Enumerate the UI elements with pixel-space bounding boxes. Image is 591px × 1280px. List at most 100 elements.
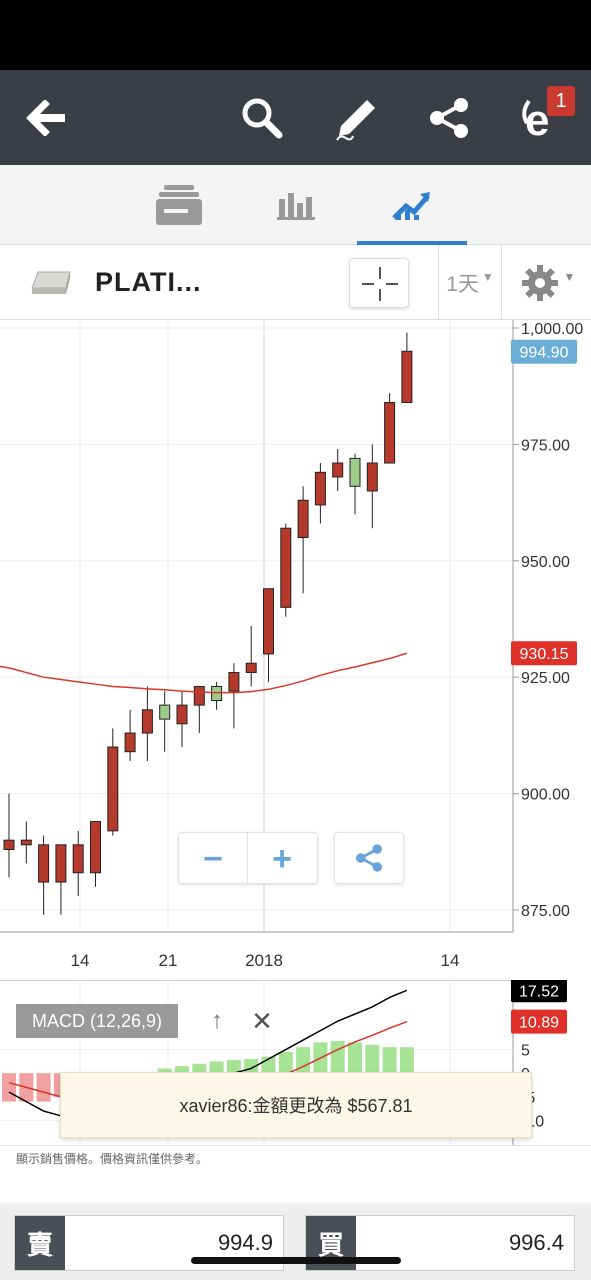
macd-histogram-bar (348, 1042, 362, 1074)
candle-body (228, 672, 240, 692)
candle-body (211, 686, 223, 701)
last-price-tag (511, 339, 577, 364)
candle-body (55, 844, 67, 883)
instrument-name: PLATI... (95, 267, 202, 297)
signal-value-tag (511, 1009, 567, 1034)
macd-move-up-button[interactable]: ↑ (211, 1007, 223, 1034)
candle-body (3, 839, 15, 850)
price-chart[interactable]: 1,000.00 975.00 950.00 925.00 900.00 875.00 14… (0, 320, 591, 980)
candle-body (38, 844, 50, 883)
y-tick-label: 875.00 (521, 903, 570, 920)
tab-stats[interactable] (241, 165, 351, 245)
macd-histogram-bar (209, 1061, 224, 1074)
sell-label: 賣 (15, 1216, 65, 1270)
share-icon[interactable] (419, 88, 479, 148)
zoom-controls: − + (178, 832, 318, 885)
instrument-bar: PLATI... 1天 ▼ ▼ (0, 245, 591, 320)
candle-body (349, 457, 361, 487)
platinum-bar-icon (31, 271, 71, 294)
candle-body (314, 471, 326, 506)
candle-body (90, 821, 101, 874)
y-tick-label: 925.00 (521, 670, 570, 687)
x-tick-label: 14 (441, 951, 460, 970)
search-icon[interactable] (232, 88, 292, 148)
macd-histogram-bar (382, 1047, 397, 1074)
moving-average-line (0, 652, 408, 694)
candle-body (297, 499, 309, 539)
last-price-label: 994.90 (520, 345, 569, 362)
macd-histogram-bar (278, 1051, 293, 1074)
top-toolbar: e (0, 70, 591, 165)
etoro-logo-icon[interactable]: e (512, 88, 572, 148)
candle-body (20, 839, 32, 846)
candle-body (401, 350, 413, 403)
tab-chart[interactable] (357, 165, 467, 245)
macd-histogram-bar (296, 1047, 311, 1074)
candle-body (124, 732, 136, 753)
disclaimer-text: 顯示銷售價格。價格資訊僅供參考。 (16, 1152, 209, 1166)
macd-value-label: 17.52 (519, 983, 559, 1000)
macd-histogram-bar (330, 1041, 345, 1074)
candle-body (366, 462, 378, 492)
candle-body (280, 527, 292, 608)
pencil-icon[interactable] (325, 88, 385, 148)
buy-price: 996.4 (508, 1230, 564, 1255)
disclaimer-bar: 顯示銷售價格。價格資訊僅供參考。 (0, 1145, 591, 1203)
tab-news-feed[interactable] (124, 165, 234, 245)
news-feed-icon (156, 185, 202, 225)
macd-histogram-bar (365, 1044, 380, 1074)
zoom-out-button[interactable]: − (203, 839, 223, 878)
macd-histogram-bar (192, 1063, 207, 1074)
macd-histogram-bar (36, 1073, 51, 1102)
macd-histogram-bar (2, 1073, 16, 1102)
macd-remove-button[interactable]: ✕ (251, 1006, 273, 1036)
macd-histogram-bar (226, 1059, 241, 1074)
sell-price: 994.9 (217, 1230, 273, 1255)
share-chart-button[interactable] (334, 832, 404, 884)
candle-body (263, 588, 274, 655)
x-tick-label: 14 (71, 951, 90, 970)
back-arrow-icon[interactable] (17, 88, 77, 148)
period-label: 1天 (446, 272, 479, 296)
price-chart-svg: 1,000.00 975.00 950.00 925.00 900.00 875.00 14… (0, 320, 583, 970)
candle-body (176, 704, 188, 725)
share-icon (356, 844, 382, 872)
candle-body (384, 401, 396, 464)
signal-value-label: 10.89 (519, 1015, 559, 1032)
chart-icon (392, 192, 430, 220)
trade-bar: 賣 994.9 買 996.4 (0, 1203, 591, 1280)
status-bar (0, 0, 591, 70)
crosshair-button[interactable] (349, 258, 409, 308)
macd-value-tag (511, 978, 567, 1003)
candle-body (72, 844, 84, 874)
candle-body (193, 686, 205, 706)
active-tab-indicator (357, 241, 467, 245)
macd-indicator-label[interactable]: MACD (12,26,9) (16, 1004, 178, 1038)
candle-body (159, 704, 171, 720)
notification-toast[interactable]: xavier86:金額更改為 $567.81 (60, 1072, 532, 1138)
zoom-separator (247, 833, 248, 885)
stats-icon (277, 193, 315, 220)
y-tick-label: 950.00 (521, 554, 570, 571)
period-selector[interactable]: 1天 ▼ (438, 245, 502, 320)
gear-icon (521, 264, 558, 301)
macd-histogram-bar (157, 1068, 172, 1074)
toast-message: xavier86:金額更改為 $567.81 (179, 1096, 413, 1116)
tab-bar (0, 165, 591, 245)
candle-body (141, 709, 153, 734)
crosshair-icon (362, 267, 398, 301)
zoom-in-button[interactable]: + (272, 839, 292, 878)
y-tick-label: 900.00 (521, 787, 570, 804)
candle-body (245, 662, 257, 674)
y-tick-label: 1,000.00 (521, 321, 583, 338)
macd-y-tick-label: 5 (521, 1043, 530, 1060)
x-tick-label: 21 (159, 951, 178, 970)
macd-histogram-bar (399, 1047, 414, 1074)
notification-badge: 1 (547, 86, 575, 116)
y-tick-label: 975.00 (521, 437, 570, 454)
ma-price-tag (511, 641, 577, 666)
settings-button[interactable]: ▼ (510, 255, 585, 310)
chevron-down-icon: ▼ (563, 269, 576, 284)
chevron-down-icon: ▼ (481, 269, 494, 284)
